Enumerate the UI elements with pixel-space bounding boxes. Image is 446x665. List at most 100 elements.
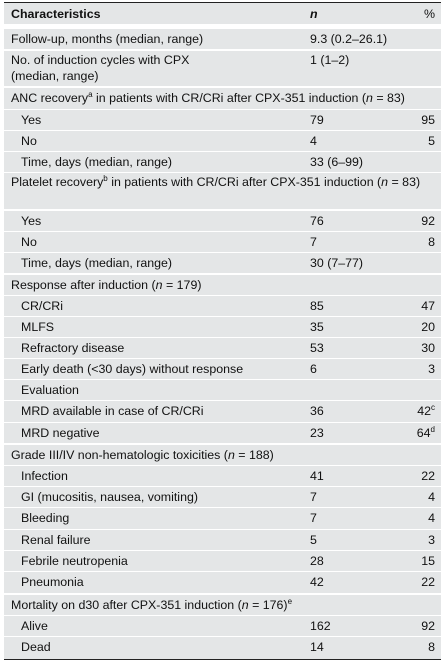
table-row: Time, days (median, range) 30 (7–77) [4, 253, 441, 274]
row-label: Dead [21, 640, 51, 654]
row-percent: 8 [428, 640, 435, 654]
row-label: Renal failure [21, 533, 91, 547]
header-n: n [310, 7, 318, 21]
row-percent: 8 [428, 235, 435, 249]
section-header-response: Response after induction (n = 179) [4, 275, 441, 296]
row-percent: 4 [428, 490, 435, 504]
row-n: 85 [310, 299, 324, 313]
section-label: ANC recoverya in patients with CR/CRi af… [11, 90, 405, 106]
row-label: Febrile neutropenia [21, 554, 128, 568]
row-percent: 47 [421, 299, 435, 313]
row-n: 4 [310, 134, 317, 148]
row-label: Time, days (median, range) [21, 155, 173, 169]
row-label: Evaluation [21, 383, 79, 397]
table-row: MLFS 35 20 [4, 317, 441, 338]
table-row: Yes 76 92 [4, 211, 441, 232]
row-n: 79 [310, 113, 324, 127]
table-row: Pneumonia 42 22 [4, 572, 441, 594]
row-percent: 42c [417, 403, 435, 419]
table-row: Refractory disease 53 30 [4, 338, 441, 359]
row-label: Pneumonia [21, 575, 84, 589]
table-row: Time, days (median, range) 33 (6–99) [4, 152, 441, 173]
section-label: Platelet recoveryb in patients with CR/C… [11, 174, 421, 190]
row-n: 23 [310, 426, 324, 440]
section-header-anc-recovery: ANC recoverya in patients with CR/CRi af… [4, 88, 441, 110]
row-label: Refractory disease [21, 341, 125, 355]
row-label: No [21, 134, 37, 148]
table-row: CR/CRi 85 47 [4, 296, 441, 317]
row-n: 36 [310, 404, 324, 418]
section-header-toxicities: Grade III/IV non-hematologic toxicities … [4, 445, 441, 466]
row-n: 14 [310, 640, 324, 654]
header-percent: % [423, 7, 435, 21]
row-label: Alive [21, 619, 48, 633]
table-row: Dead 14 8 [4, 637, 441, 659]
row-label: Infection [21, 469, 68, 483]
header-characteristics: Characteristics [11, 7, 101, 21]
row-n: 76 [310, 214, 324, 228]
row-percent: 30 [421, 341, 435, 355]
section-header-platelet-recovery: Platelet recoveryb in patients with CR/C… [4, 173, 441, 210]
table-bottom-rule [4, 659, 441, 660]
table-row: Bleeding 7 4 [4, 508, 441, 530]
row-n: 30 (7–77) [310, 256, 364, 270]
row-label: Time, days (median, range) [21, 256, 173, 270]
table-row: Evaluation [4, 380, 441, 401]
table-row: Early death (<30 days) without response … [4, 359, 441, 380]
row-label: CR/CRi [21, 299, 63, 313]
row-percent: 92 [421, 214, 435, 228]
table-row: Infection 41 22 [4, 466, 441, 487]
table-row: Alive 162 92 [4, 616, 441, 637]
table-top-rule [4, 2, 441, 3]
table-row: GI (mucositis, nausea, vomiting) 7 4 [4, 487, 441, 508]
table-row: MRD available in case of CR/CRi 36 42c [4, 401, 441, 423]
row-n: 41 [310, 469, 324, 483]
row-percent: 22 [421, 469, 435, 483]
row-n: 5 [310, 533, 317, 547]
row-n: 6 [310, 362, 317, 376]
row-percent: 95 [421, 113, 435, 127]
row-n: 33 (6–99) [310, 155, 364, 169]
row-n: 9.3 (0.2–26.1) [310, 32, 388, 46]
row-n: 7 [310, 235, 317, 249]
row-label: No. of induction cycles with CPX [11, 53, 190, 67]
row-n: 42 [310, 575, 324, 589]
row-percent: 15 [421, 554, 435, 568]
table-row: Follow-up, months (median, range) 9.3 (0… [4, 29, 441, 50]
table-row: Febrile neutropenia 28 15 [4, 551, 441, 572]
row-n: 162 [310, 619, 331, 633]
section-label: Response after induction (n = 179) [11, 278, 202, 292]
row-label: Yes [21, 113, 42, 127]
table-row: No 7 8 [4, 232, 441, 253]
row-n: 28 [310, 554, 324, 568]
row-label: GI (mucositis, nausea, vomiting) [21, 490, 198, 504]
row-label: Yes [21, 214, 42, 228]
row-percent: 3 [428, 362, 435, 376]
row-label: No [21, 235, 37, 249]
row-percent: 64d [416, 425, 435, 441]
row-label: Early death (<30 days) without response [21, 362, 244, 376]
table-row: No 4 5 [4, 131, 441, 152]
row-n: 7 [310, 511, 317, 525]
row-n: 53 [310, 341, 324, 355]
row-label: MRD available in case of CR/CRi [21, 404, 204, 418]
table-row: MRD negative 23 64d [4, 423, 441, 444]
row-percent: 20 [421, 320, 435, 334]
row-label: Bleeding [21, 511, 70, 525]
row-n: 7 [310, 490, 317, 504]
row-label: Follow-up, months (median, range) [11, 32, 204, 46]
row-n: 35 [310, 320, 324, 334]
row-percent: 3 [428, 533, 435, 547]
row-percent: 22 [421, 575, 435, 589]
row-percent: 4 [428, 511, 435, 525]
row-label: MRD negative [21, 426, 100, 440]
section-label: Mortality on d30 after CPX-351 induction… [11, 597, 293, 613]
table-header-row: Characteristics n % [4, 3, 441, 25]
row-label: MLFS [21, 320, 55, 334]
row-percent: 5 [428, 134, 435, 148]
table-row: No. of induction cycles with CPX (median… [4, 51, 441, 87]
section-header-mortality: Mortality on d30 after CPX-351 induction… [4, 595, 441, 616]
section-label: Grade III/IV non-hematologic toxicities … [11, 448, 274, 462]
row-label-continued: (median, range) [11, 69, 99, 83]
